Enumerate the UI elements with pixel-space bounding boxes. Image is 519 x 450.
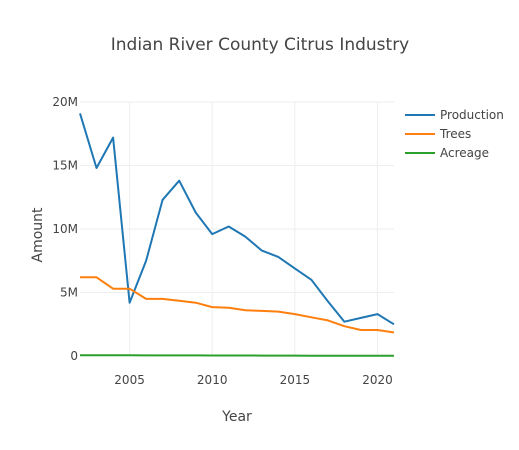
legend-label: Production <box>440 108 504 122</box>
series-line-production <box>79 113 395 326</box>
y-tick-label: 10M <box>52 222 78 236</box>
y-tick-label: 20M <box>52 95 78 109</box>
legend: Production Trees Acreage <box>405 108 504 160</box>
legend-item-acreage[interactable]: Acreage <box>405 146 489 160</box>
x-tick-label: 2010 <box>197 373 228 387</box>
chart-title: Indian River County Citrus Industry <box>111 35 410 55</box>
y-tick-label: 15M <box>52 159 78 173</box>
y-tick-label: 5M <box>60 286 78 300</box>
legend-item-production[interactable]: Production <box>405 108 504 122</box>
y-tick-label: 0 <box>70 349 78 363</box>
x-tick-label: 2015 <box>280 373 311 387</box>
gridlines <box>80 101 394 356</box>
x-tick-label: 2005 <box>114 373 145 387</box>
axes: 2005 2010 2015 2020 0 5M 10M 15M 20M <box>52 95 392 387</box>
legend-label: Acreage <box>440 146 489 160</box>
series-line-acreage <box>80 354 394 357</box>
legend-label: Trees <box>439 127 471 141</box>
y-axis-title: Amount <box>30 207 46 263</box>
x-tick-label: 2020 <box>362 373 393 387</box>
series-lines <box>79 113 395 357</box>
x-axis-title: Year <box>221 409 252 425</box>
legend-item-trees[interactable]: Trees <box>405 127 471 141</box>
series-line-trees <box>80 276 395 334</box>
